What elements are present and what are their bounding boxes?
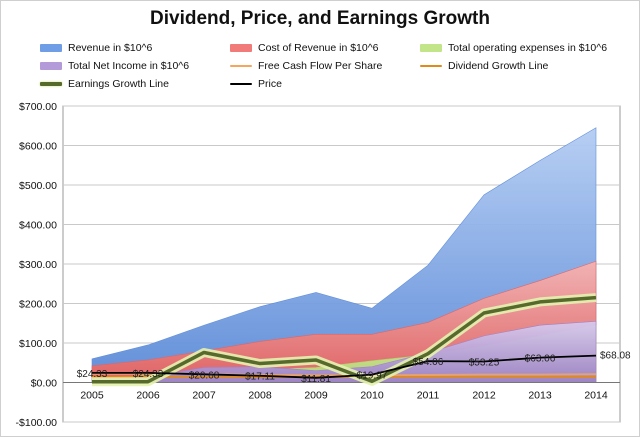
- price-data-label: $53.25: [469, 357, 500, 368]
- price-data-label: $17.11: [245, 372, 275, 383]
- line-price: [92, 354, 597, 379]
- y-tick-label: -$100.00: [16, 417, 58, 429]
- legend-label: Cost of Revenue in $10^6: [258, 41, 379, 54]
- legend-label: Dividend Growth Line: [448, 59, 549, 72]
- legend-item-total-operating-expenses-in-10-6: Total operating expenses in $10^6: [420, 40, 630, 55]
- legend-item-cost-of-revenue-in-10-6: Cost of Revenue in $10^6: [230, 40, 420, 55]
- chart-title: Dividend, Price, and Earnings Growth: [150, 8, 490, 29]
- legend-item-price: Price: [230, 76, 420, 91]
- y-tick-label: $400.00: [19, 220, 57, 232]
- y-tick-label: $200.00: [19, 299, 57, 311]
- legend-swatch: [40, 43, 62, 52]
- legend-swatch: [420, 43, 442, 52]
- x-tick-label: 2005: [80, 389, 104, 401]
- x-tick-label: 2013: [528, 389, 552, 401]
- x-tick-label: 2009: [304, 389, 328, 401]
- legend-swatch: [40, 81, 62, 86]
- x-tick-label: 2012: [472, 389, 496, 401]
- x-tick-label: 2007: [192, 389, 216, 401]
- price-data-label: $63.06: [525, 354, 556, 365]
- y-tick-label: $0.00: [31, 378, 57, 390]
- legend-swatch: [40, 61, 62, 70]
- x-tick-label: 2011: [417, 389, 440, 401]
- x-tick-label: 2010: [360, 389, 384, 401]
- chart-legend: Revenue in $10^6 Cost of Revenue in $10^6…: [40, 40, 630, 91]
- legend-label: Total Net Income in $10^6: [68, 59, 190, 72]
- y-tick-label: $600.00: [19, 141, 57, 153]
- legend-item-revenue-in-10-6: Revenue in $10^6: [40, 40, 230, 55]
- legend-swatch: [230, 43, 252, 52]
- price-data-label: $24.33: [133, 369, 164, 380]
- price-data-label: $11.81: [301, 374, 331, 385]
- legend-item-dividend-growth-line: Dividend Growth Line: [420, 58, 630, 73]
- y-tick-label: $300.00: [19, 259, 57, 271]
- legend-label: Free Cash Flow Per Share: [258, 59, 383, 72]
- y-tick-label: $100.00: [19, 338, 57, 350]
- legend-label: Price: [258, 77, 282, 90]
- legend-item-free-cash-flow-per-share: Free Cash Flow Per Share: [230, 58, 420, 73]
- legend-item-earnings-growth-line: Earnings Growth Line: [40, 76, 230, 91]
- price-data-label: $68.08: [600, 351, 631, 362]
- y-tick-label: $500.00: [19, 180, 57, 192]
- legend-label: Earnings Growth Line: [68, 77, 169, 90]
- legend-label: Revenue in $10^6: [68, 41, 153, 54]
- x-tick-label: 2014: [584, 389, 608, 401]
- price-data-label: $54.06: [413, 357, 444, 368]
- y-tick-label: $700.00: [19, 101, 57, 113]
- x-tick-label: 2008: [248, 389, 272, 401]
- line-earnings-growth-line: [92, 295, 597, 384]
- price-data-label: $20.68: [189, 370, 220, 381]
- legend-swatch: [420, 64, 442, 67]
- legend-swatch: [230, 82, 252, 85]
- price-data-label: $19.97: [357, 371, 388, 382]
- legend-item-total-net-income-in-10-6: Total Net Income in $10^6: [40, 58, 230, 73]
- x-tick-label: 2006: [136, 389, 160, 401]
- legend-label: Total operating expenses in $10^6: [448, 41, 608, 54]
- legend-swatch: [230, 64, 252, 67]
- price-data-label: $24.33: [77, 369, 108, 380]
